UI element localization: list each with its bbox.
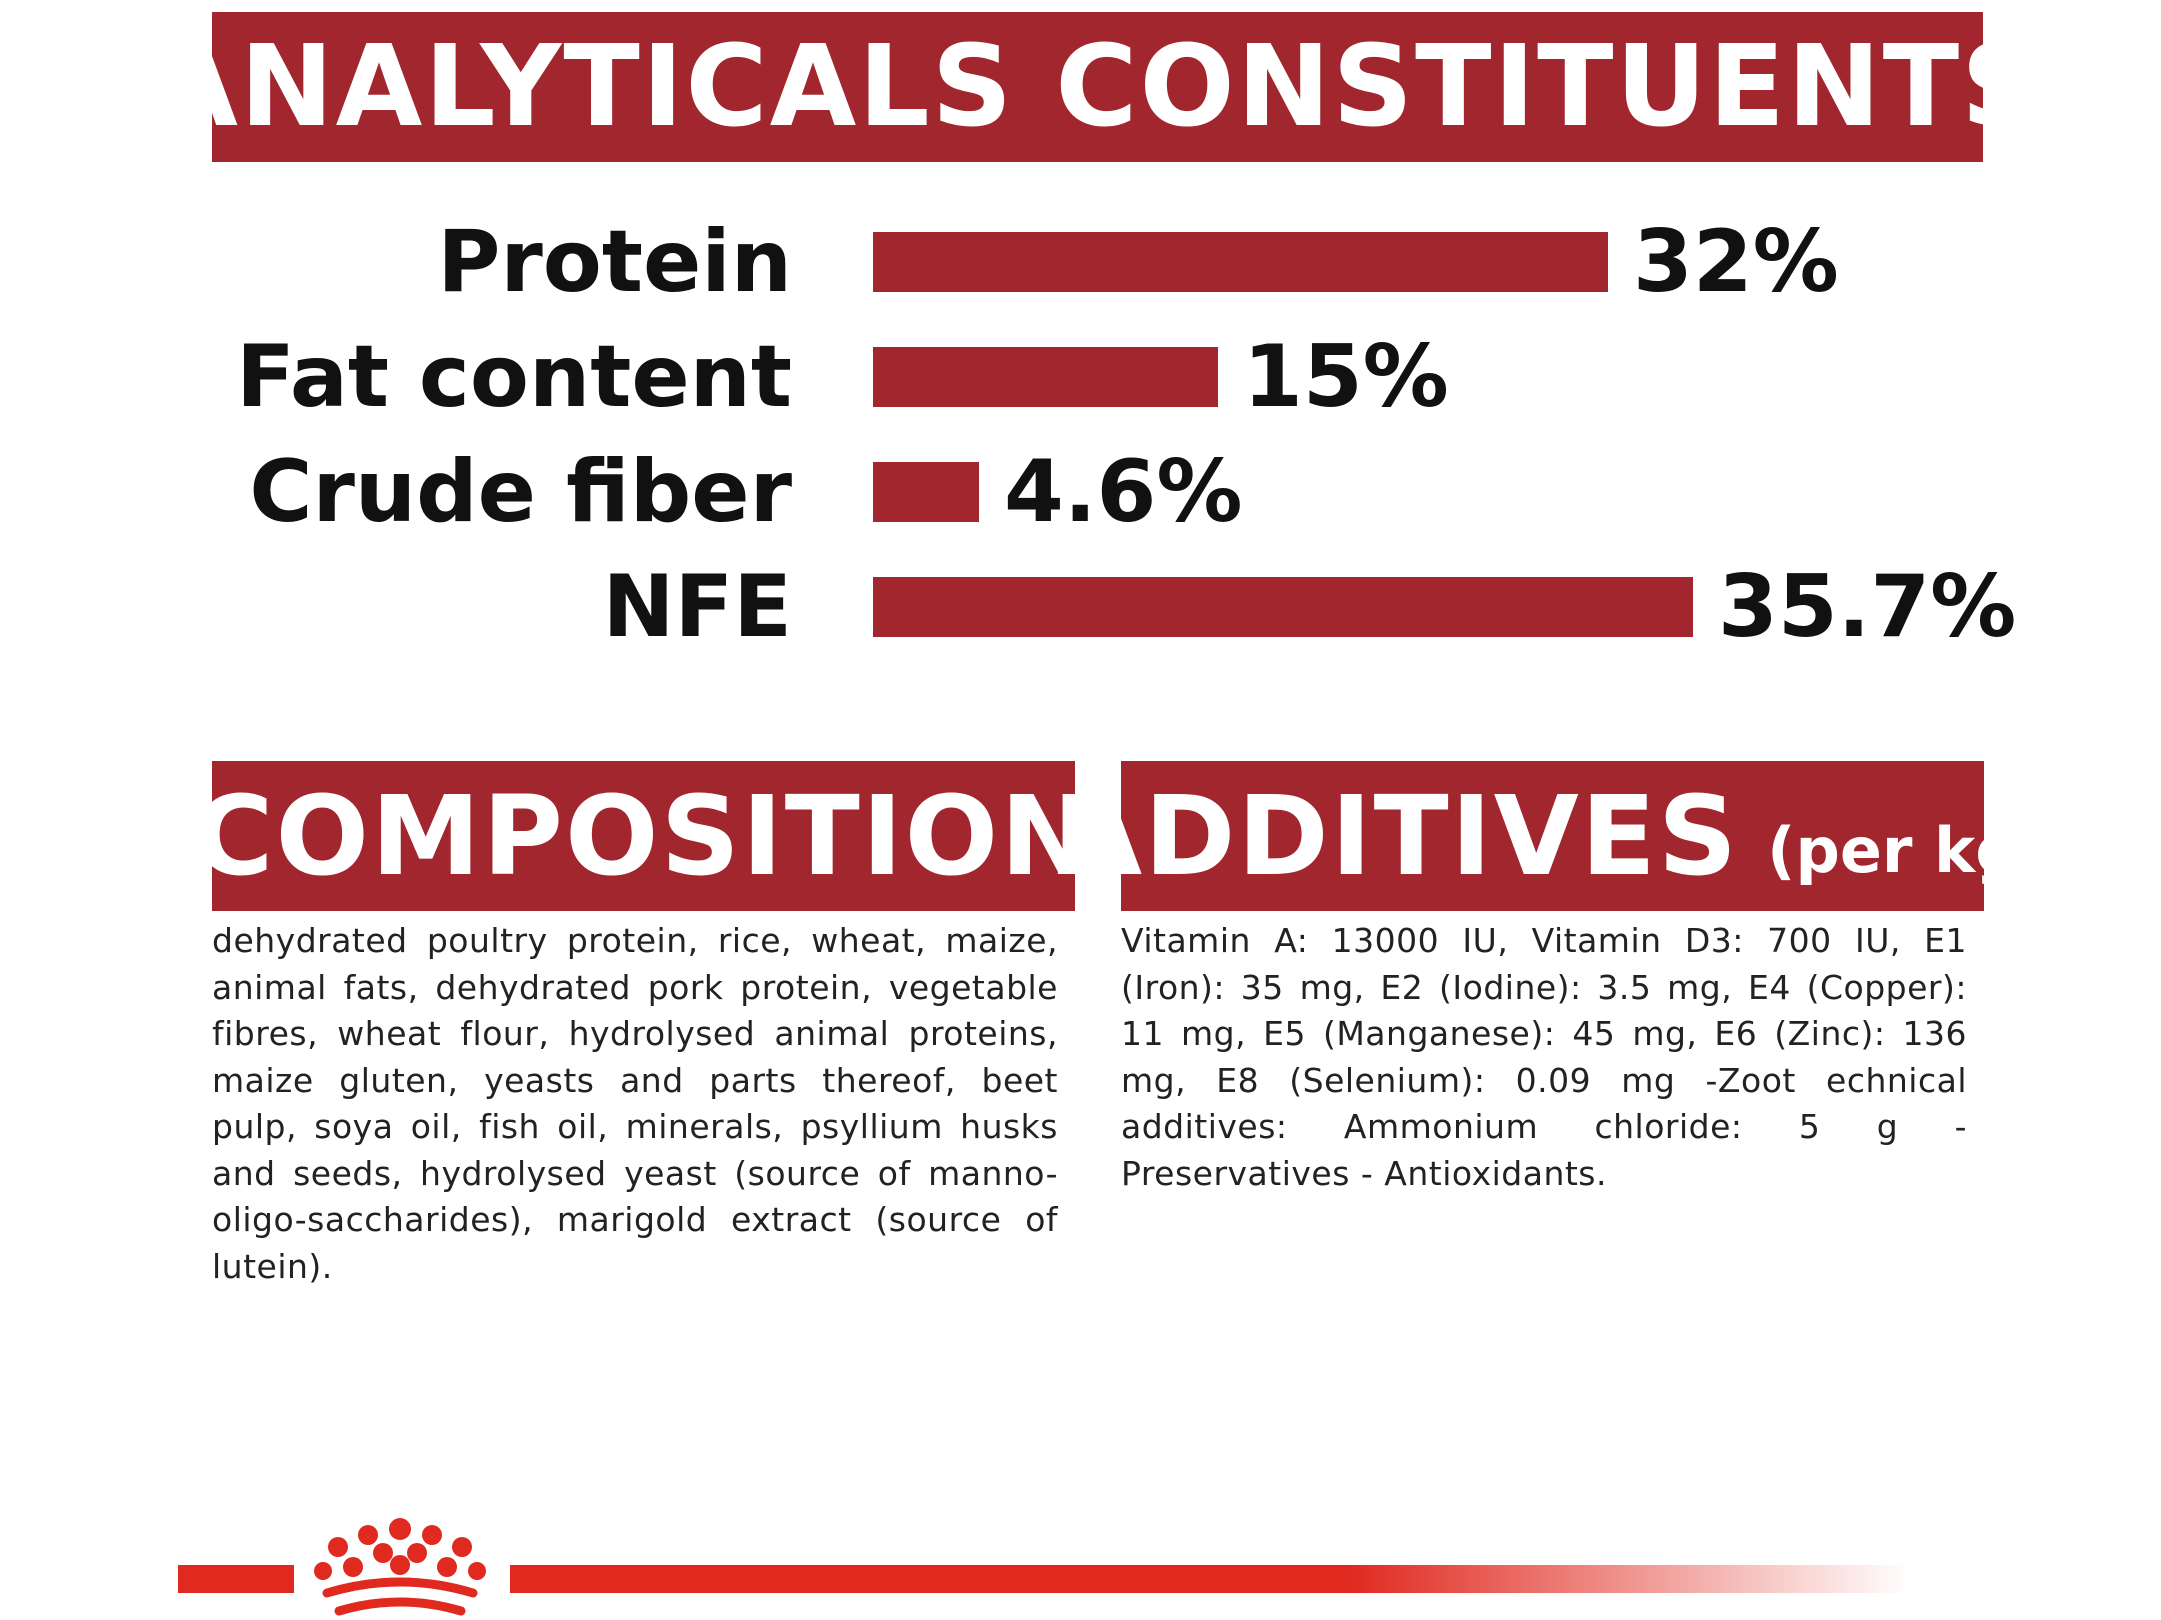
bar-protein [873, 232, 1608, 292]
category-label-protein: Protein [437, 212, 792, 312]
additives-header: ADDITIVES (per kg) [1057, 761, 2048, 911]
value-label-crude-fiber: 4.6% [1004, 442, 1243, 542]
nutrient-bar-chart: Protein 32% Fat content 15% Crude fiber 4.6% N… [236, 212, 2016, 657]
additives-text: Vitamin A: 13000 IU, Vitamin D3: 700 IU,… [1121, 921, 1967, 1193]
composition-text: dehydrated poultry protein, rice, wheat,… [212, 921, 1058, 1286]
value-label-fat-content: 15% [1243, 327, 1449, 427]
value-label-nfe: 35.7% [1718, 557, 2016, 657]
bar-fat-content [873, 347, 1218, 407]
category-label-crude-fiber: Crude fiber [249, 442, 792, 542]
analytical-constituents-title: ANALYTICALS CONSTITUENTS [151, 22, 2044, 152]
analytical-constituents-header: ANALYTICALS CONSTITUENTS [151, 12, 2042, 162]
value-label-protein: 32% [1633, 212, 1839, 312]
additives-unit-suffix: (per kg) [1767, 813, 2049, 887]
bar-nfe [873, 577, 1693, 637]
bar-crude-fiber [873, 462, 979, 522]
additives-title: ADDITIVES [1056, 772, 1740, 900]
composition-title: COMPOSITION [192, 772, 1095, 900]
category-label-nfe: NFE [603, 557, 792, 657]
category-label-fat-content: Fat content [236, 327, 792, 427]
crown-icon [314, 1518, 486, 1616]
footer-line-left [178, 1565, 294, 1593]
footer-line-right [510, 1565, 1910, 1593]
composition-header: COMPOSITION [193, 761, 1092, 911]
